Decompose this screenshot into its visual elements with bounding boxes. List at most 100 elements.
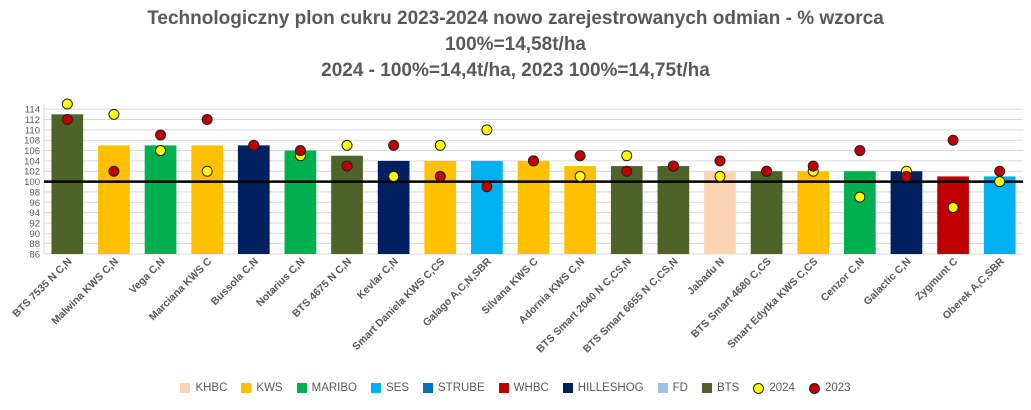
legend-swatch xyxy=(241,383,252,393)
legend-marker xyxy=(753,382,765,394)
bar-19 xyxy=(890,171,923,254)
marker-2024 xyxy=(994,176,1006,188)
y-tick-label: 102 xyxy=(24,167,40,178)
legend-label: 2023 xyxy=(824,382,851,394)
marker-2023 xyxy=(294,145,306,157)
marker-2023 xyxy=(248,139,260,151)
marker-2023 xyxy=(900,170,912,182)
bar-1 xyxy=(51,114,84,255)
legend-label: KHBC xyxy=(195,382,228,394)
x-tick-label: Zygmunt C xyxy=(913,255,961,303)
marker-2024 xyxy=(574,170,586,182)
marker-2024 xyxy=(947,201,959,213)
legend-item-whbc: WHBC xyxy=(498,382,549,394)
bar-14 xyxy=(657,166,690,254)
bar-4 xyxy=(191,145,224,254)
legend-item-kws: KWS xyxy=(241,382,283,394)
bar-2 xyxy=(98,145,130,254)
marker-2024 xyxy=(434,139,446,151)
legend-label: SES xyxy=(385,382,409,394)
legend-swatch xyxy=(701,383,712,393)
y-tick-label: 98 xyxy=(29,187,40,198)
legend-swatch xyxy=(296,383,307,393)
legend-item-hilleshog: HILLESHOG xyxy=(562,382,644,394)
x-tick-label: Galactic C,N xyxy=(861,256,913,308)
bar-16 xyxy=(750,171,783,254)
bar-3 xyxy=(144,145,177,254)
bars xyxy=(51,114,1016,255)
chart-title-line-3: 2024 - 100%=14,4t/ha, 2023 100%=14,75t/h… xyxy=(321,60,710,81)
legend: KHBC KWS MARIBO SES STRUBE WHBC HILLESHOG FD BTS… xyxy=(0,382,1031,394)
legend-label: 2024 xyxy=(769,382,795,394)
legend-swatch xyxy=(180,383,191,393)
marker-2023 xyxy=(761,165,773,177)
markers xyxy=(61,98,1006,213)
marker-2024 xyxy=(621,150,633,162)
bar-18 xyxy=(843,171,876,254)
legend-label: STRUBE xyxy=(438,382,485,394)
marker-2023 xyxy=(155,129,167,141)
legend-item-fd: FD xyxy=(657,382,688,394)
marker-2024 xyxy=(155,145,167,157)
legend-item-2023: 2023 xyxy=(808,382,851,394)
legend-item-2024: 2024 xyxy=(753,382,795,394)
bar-20 xyxy=(937,176,969,254)
x-tick-label: Smart Edytka KWS C,CS xyxy=(725,256,820,351)
marker-2023 xyxy=(61,114,73,126)
marker-2023 xyxy=(854,145,866,157)
marker-2023 xyxy=(807,160,819,172)
legend-swatch xyxy=(423,383,433,393)
y-tick-label: 110 xyxy=(25,125,40,136)
x-tick-label: Vega C,N xyxy=(127,256,168,297)
x-tick-label: BTS Smart 6655 N C,CS,N xyxy=(581,256,681,356)
legend-marker xyxy=(808,382,820,394)
bar-17 xyxy=(797,171,830,254)
marker-2023 xyxy=(434,170,446,182)
marker-2023 xyxy=(667,160,679,172)
marker-2023 xyxy=(481,181,493,193)
bar-15 xyxy=(704,171,736,254)
legend-swatch xyxy=(370,383,381,393)
y-tick-label: 100 xyxy=(24,177,40,188)
legend-swatch xyxy=(657,383,668,393)
marker-2023 xyxy=(621,165,633,177)
y-tick-label: 94 xyxy=(29,208,40,219)
y-tick-label: 96 xyxy=(29,198,40,209)
marker-2024 xyxy=(201,165,213,177)
x-tick-label: Jabadu N xyxy=(685,256,727,298)
y-tick-label: 104 xyxy=(24,156,40,167)
legend-label: WHBC xyxy=(513,382,549,394)
legend-swatch xyxy=(498,383,509,393)
bar-7 xyxy=(331,155,363,254)
y-tick-label: 108 xyxy=(24,136,40,147)
chart-title-line-1: Technologiczny plon cukru 2023-2024 nowo… xyxy=(147,8,884,29)
bar-21 xyxy=(983,176,1016,254)
y-tick-label: 86 xyxy=(29,250,40,261)
legend-item-bts: BTS xyxy=(701,382,739,394)
y-tick-label: 88 xyxy=(29,239,40,250)
marker-2024 xyxy=(108,108,120,120)
marker-2023 xyxy=(528,155,539,167)
marker-2024 xyxy=(714,170,726,182)
y-tick-label: 90 xyxy=(29,229,40,240)
x-tick-label: BTS Smart 2040 N C,CS,N xyxy=(534,256,634,356)
x-tick-label: Kevlar C,N xyxy=(355,256,401,302)
legend-label: MARIBO xyxy=(311,382,357,394)
legend-label: FD xyxy=(672,382,688,394)
marker-2024 xyxy=(481,124,493,136)
y-tick-label: 114 xyxy=(25,105,40,116)
x-tick-label: BTS Smart 4680 C,CS xyxy=(689,256,774,341)
legend-swatch xyxy=(562,383,573,393)
marker-2024 xyxy=(854,191,866,203)
legend-item-maribo: MARIBO xyxy=(296,382,357,394)
marker-2024 xyxy=(388,170,400,182)
legend-item-khbc: KHBC xyxy=(180,382,227,394)
y-tick-label: 112 xyxy=(25,115,40,126)
bar-6 xyxy=(284,150,317,254)
legend-item-ses: SES xyxy=(370,382,409,394)
marker-2023 xyxy=(994,165,1006,177)
marker-2023 xyxy=(201,114,213,126)
